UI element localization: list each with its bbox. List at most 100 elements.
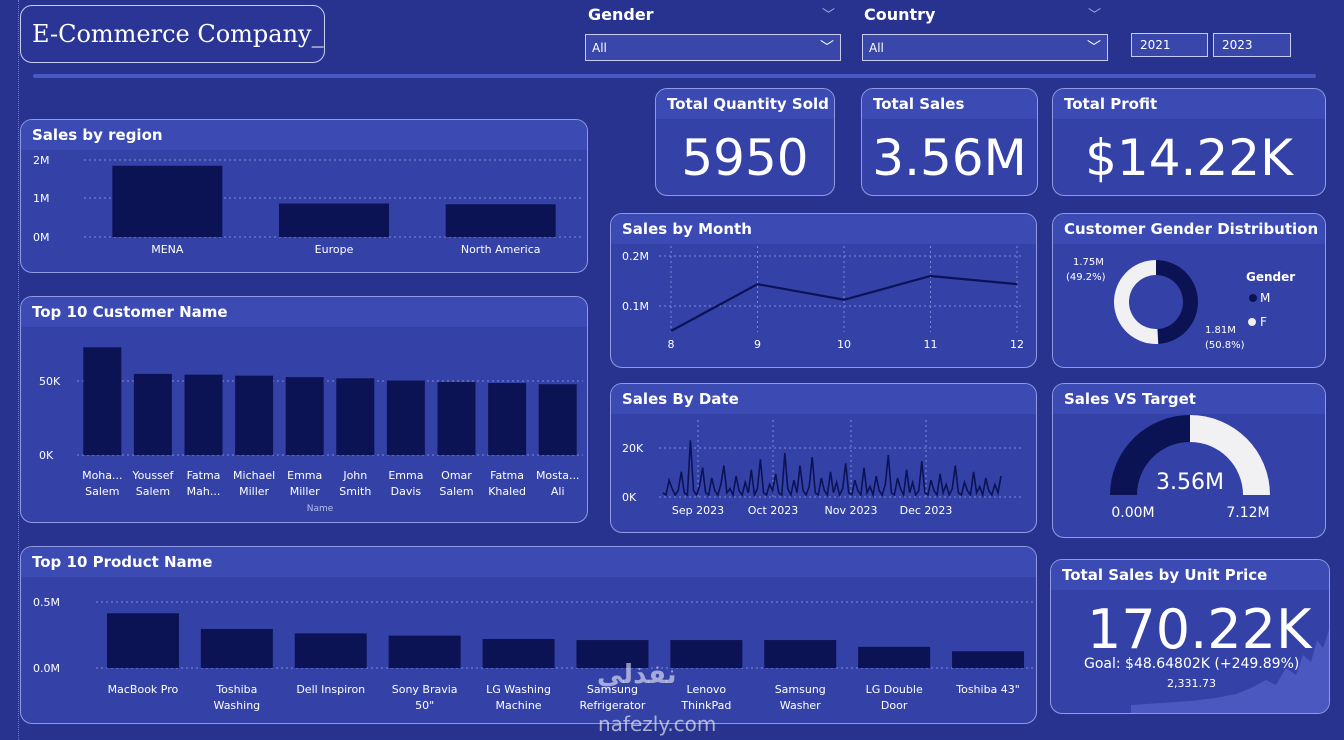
date-line-chart[interactable]: 20K 0K Sep 2023 Oct 2023 Nov 2023 Dec 2023	[611, 384, 1037, 533]
month-line-chart[interactable]: 0.2M 0.1M 8 9 10 11 12	[611, 214, 1037, 368]
bar	[482, 638, 555, 668]
unit-price-goal: Goal: $48.64802K (+249.89%)	[1084, 656, 1300, 672]
kpi-profit-card[interactable]: Total Profit $14.22K	[1052, 88, 1326, 196]
gauge-value-label: 3.56M	[1156, 470, 1224, 495]
products-bar-chart[interactable]: 0.5M 0.0M MacBook Pro Toshiba Washing Dell In…	[21, 547, 1037, 724]
male-pct-label: (49.2%)	[1066, 272, 1106, 283]
gender-collapse-icon[interactable]: ﹀	[822, 8, 836, 23]
x-tick-label: Michael	[233, 469, 275, 482]
y-tick-label: 20K	[622, 442, 644, 455]
x-tick-label: Lenovo	[687, 683, 727, 696]
year-start-input[interactable]: 2021	[1131, 33, 1208, 57]
legend-male-label: M	[1260, 291, 1270, 305]
x-tick-label: 9	[754, 338, 761, 351]
x-tick-label: Machine	[496, 699, 542, 712]
bar	[106, 613, 179, 668]
unit-price-sparkline	[1131, 630, 1329, 713]
kpi-quantity-card[interactable]: Total Quantity Sold 5950	[655, 88, 835, 196]
country-collapse-icon[interactable]: ﹀	[1088, 8, 1102, 23]
bar	[336, 378, 375, 455]
x-tick-label: 11	[924, 338, 938, 351]
bar	[670, 640, 743, 668]
gauge-remaining-arc	[1190, 415, 1270, 495]
kpi-sales-value: 3.56M	[872, 129, 1027, 187]
x-tick-label: Samsung	[775, 683, 826, 696]
x-tick-label: MENA	[151, 243, 184, 256]
y-tick-label: 0K	[622, 491, 637, 504]
unit-price-card[interactable]: Total Sales by Unit Price 170.22K ✓ Goal…	[1050, 559, 1330, 714]
y-tick-label: 2M	[33, 154, 50, 167]
x-tick-label: Fatma	[187, 469, 221, 482]
donut-slice	[1156, 260, 1199, 344]
sales-by-date-card[interactable]: Sales By Date 20K 0K Sep 2023 Oct 2023 Nov 2…	[610, 383, 1037, 533]
kpi-sales-card[interactable]: Total Sales 3.56M	[861, 88, 1038, 196]
sales-by-region-card[interactable]: Sales by region 2M 1M 0M MENA Europe North Am…	[20, 119, 588, 273]
customers-chart-title: Top 10 Customer Name	[21, 297, 587, 327]
gender-distribution-card[interactable]: Customer Gender Distribution 1.75M (49.2%…	[1052, 213, 1326, 368]
x-tick-label: Refrigerator	[579, 699, 645, 712]
chevron-down-icon: ﹀	[1087, 40, 1101, 56]
bar	[445, 204, 556, 237]
series-line	[662, 440, 1002, 499]
customers-bar-chart[interactable]: 50K 0K Moha... Salem Youssef Salem Fatma Mah...…	[21, 297, 588, 523]
gender-dropdown[interactable]: All ﹀	[585, 34, 841, 61]
top-products-card[interactable]: Top 10 Product Name 0.5M 0.0M MacBook Pro T…	[20, 546, 1037, 724]
sales-vs-target-card[interactable]: Sales VS Target 3.56M 0.00M 7.12M	[1052, 383, 1326, 538]
x-tick-label: Smith	[339, 485, 371, 498]
x-tick-label: LG Washing	[486, 683, 551, 696]
x-tick-label: Samsung	[587, 683, 638, 696]
gender-slicer-label: Gender	[588, 5, 654, 24]
legend-female-marker	[1248, 318, 1256, 326]
date-chart-title: Sales By Date	[611, 384, 1036, 414]
bar	[437, 381, 476, 455]
x-tick-label: Ali	[551, 485, 565, 498]
x-tick-label: John	[342, 469, 367, 482]
bar	[235, 375, 274, 455]
products-chart-title: Top 10 Product Name	[21, 547, 1036, 577]
target-chart-title: Sales VS Target	[1053, 384, 1325, 414]
region-chart-title: Sales by region	[21, 120, 587, 150]
x-tick-label: 8	[668, 338, 675, 351]
donut-slice	[1114, 260, 1159, 344]
kpi-quantity-title: Total Quantity Sold	[656, 89, 834, 119]
company-logo: E-Commerce Company_	[20, 5, 325, 63]
x-tick-label: Toshiba	[215, 683, 257, 696]
y-tick-label: 0K	[39, 449, 54, 462]
x-tick-label: Salem	[136, 485, 170, 498]
y-tick-label: 50K	[39, 375, 61, 388]
kpi-profit-title: Total Profit	[1053, 89, 1325, 119]
bar	[952, 651, 1025, 668]
watermark-url: nafezly.com	[598, 712, 717, 736]
series-line	[670, 274, 1018, 332]
bar	[184, 374, 223, 455]
gender-chart-title: Customer Gender Distribution	[1053, 214, 1325, 244]
gauge-value-arc	[1110, 415, 1190, 495]
bar	[294, 633, 367, 668]
x-tick-label: Fatma	[490, 469, 524, 482]
x-tick-label: Omar	[441, 469, 472, 482]
sales-by-month-card[interactable]: Sales by Month 0.2M 0.1M 8 9 10 11 12	[610, 213, 1037, 368]
x-tick-label: Khaled	[488, 485, 526, 498]
header-divider	[33, 74, 1316, 78]
watermark-arabic: نفذلي	[597, 660, 677, 690]
x-tick-label: Salem	[85, 485, 119, 498]
x-tick-label: Europe	[315, 243, 354, 256]
kpi-sales-title: Total Sales	[862, 89, 1037, 119]
female-value-label: 1.81M	[1205, 325, 1236, 336]
country-dropdown[interactable]: All ﹀	[862, 34, 1108, 61]
x-tick-label: Emma	[287, 469, 322, 482]
gauge-min-label: 0.00M	[1111, 505, 1154, 521]
bar	[386, 380, 425, 455]
x-tick-label: 12	[1010, 338, 1024, 351]
gender-donut-chart[interactable]: 1.75M (49.2%) 1.81M (50.8%) Gender MF	[1053, 214, 1326, 368]
x-tick-label: ThinkPad	[680, 699, 731, 712]
bar	[285, 377, 324, 455]
y-tick-label: 0M	[33, 231, 50, 244]
top-customers-card[interactable]: Top 10 Customer Name 50K 0K Moha... Salem Yo…	[20, 296, 588, 523]
year-end-input[interactable]: 2023	[1213, 33, 1291, 57]
kpi-quantity-value: 5950	[681, 129, 809, 187]
bar	[279, 203, 389, 237]
bar	[576, 640, 649, 668]
region-bar-chart[interactable]: 2M 1M 0M MENA Europe North America	[21, 120, 588, 273]
